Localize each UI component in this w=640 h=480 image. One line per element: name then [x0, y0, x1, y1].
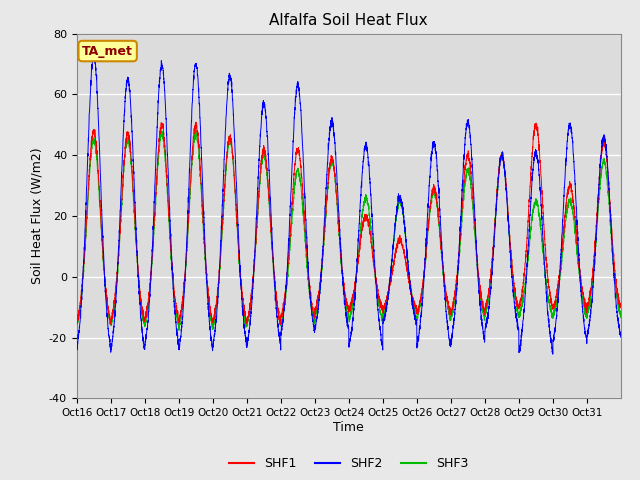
- SHF2: [617, 335, 625, 340]
- SHF1: [192, 119, 200, 125]
- SHF1: [525, 203, 532, 209]
- SHF2: [90, 46, 98, 52]
- SHF3: [369, 249, 377, 254]
- Text: TA_met: TA_met: [82, 45, 133, 58]
- SHF3: [398, 202, 406, 207]
- X-axis label: Time: Time: [333, 421, 364, 434]
- Line: SHF3: SHF3: [77, 131, 621, 330]
- SHF1: [499, 149, 506, 155]
- SHF3: [192, 128, 200, 133]
- SHF1: [186, 196, 193, 202]
- SHF2: [73, 345, 81, 351]
- SHF2: [369, 231, 377, 237]
- SHF3: [73, 319, 81, 324]
- SHF2: [398, 199, 406, 204]
- SHF2: [539, 232, 547, 238]
- SHF1: [276, 322, 284, 327]
- SHF3: [525, 248, 532, 253]
- Y-axis label: Soil Heat Flux (W/m2): Soil Heat Flux (W/m2): [30, 148, 44, 284]
- SHF3: [499, 153, 506, 158]
- Line: SHF1: SHF1: [77, 122, 621, 324]
- SHF1: [73, 316, 81, 322]
- SHF1: [369, 255, 377, 261]
- SHF3: [175, 327, 183, 333]
- SHF2: [498, 154, 506, 160]
- SHF1: [398, 243, 406, 249]
- SHF1: [617, 304, 625, 310]
- Title: Alfalfa Soil Heat Flux: Alfalfa Soil Heat Flux: [269, 13, 428, 28]
- SHF3: [617, 312, 625, 318]
- SHF3: [186, 196, 193, 202]
- Legend: SHF1, SHF2, SHF3: SHF1, SHF2, SHF3: [224, 452, 474, 475]
- SHF2: [549, 351, 557, 357]
- SHF2: [525, 236, 532, 242]
- Line: SHF2: SHF2: [77, 49, 621, 354]
- SHF1: [539, 202, 547, 208]
- SHF2: [186, 161, 193, 167]
- SHF3: [539, 247, 547, 253]
